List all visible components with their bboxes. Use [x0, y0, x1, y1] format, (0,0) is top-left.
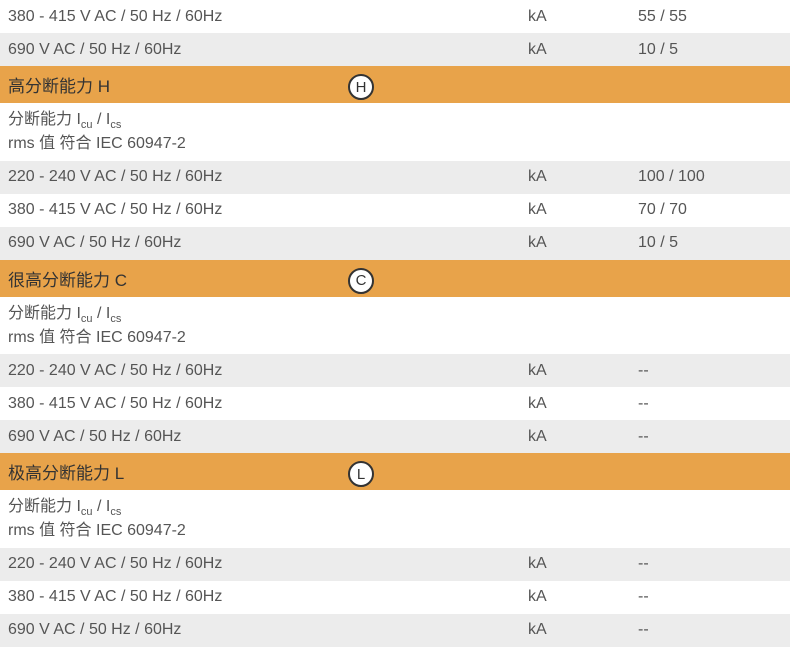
section-header: 极高分断能力 LL	[0, 453, 790, 490]
row-unit: kA	[528, 555, 638, 573]
subhead-line1: 分断能力 Icu / Ics	[8, 303, 782, 327]
table-row: 690 V AC / 50 Hz / 60HzkA10 / 5	[0, 227, 790, 260]
row-label: 380 - 415 V AC / 50 Hz / 60Hz	[8, 8, 528, 26]
row-label: 690 V AC / 50 Hz / 60Hz	[8, 41, 528, 59]
subhead-text: / I	[93, 498, 111, 515]
subhead-text: 分断能力 I	[8, 305, 81, 322]
table-row: 690 V AC / 50 Hz / 60HzkA10 / 5	[0, 33, 790, 66]
section-header: 很高分断能力 CC	[0, 260, 790, 297]
row-unit: kA	[528, 428, 638, 446]
table-row: 220 - 240 V AC / 50 Hz / 60HzkA100 / 100	[0, 161, 790, 194]
row-unit: kA	[528, 395, 638, 413]
section-badge-icon: H	[348, 74, 374, 100]
subhead-text: 分断能力 I	[8, 111, 81, 128]
row-value: --	[638, 621, 782, 639]
subhead-text: / I	[93, 111, 111, 128]
section-subhead: 分断能力 Icu / Icsrms 值 符合 IEC 60947-2	[0, 490, 790, 548]
row-label: 220 - 240 V AC / 50 Hz / 60Hz	[8, 362, 528, 380]
table-row: 690 V AC / 50 Hz / 60HzkA--	[0, 420, 790, 453]
row-label: 690 V AC / 50 Hz / 60Hz	[8, 428, 528, 446]
table-row: 220 - 240 V AC / 50 Hz / 60HzkA--	[0, 354, 790, 387]
row-unit: kA	[528, 8, 638, 26]
table-row: 380 - 415 V AC / 50 Hz / 60HzkA55 / 55	[0, 0, 790, 33]
row-unit: kA	[528, 201, 638, 219]
subhead-line2: rms 值 符合 IEC 60947-2	[8, 133, 782, 155]
row-label: 690 V AC / 50 Hz / 60Hz	[8, 234, 528, 252]
subhead-line1: 分断能力 Icu / Ics	[8, 496, 782, 520]
row-value: --	[638, 395, 782, 413]
subscript: cs	[110, 119, 121, 131]
row-value: 55 / 55	[638, 8, 782, 26]
subscript: cu	[81, 313, 93, 325]
row-unit: kA	[528, 621, 638, 639]
row-label: 690 V AC / 50 Hz / 60Hz	[8, 621, 528, 639]
row-label: 380 - 415 V AC / 50 Hz / 60Hz	[8, 588, 528, 606]
subhead-line2: rms 值 符合 IEC 60947-2	[8, 520, 782, 542]
subscript: cu	[81, 506, 93, 518]
row-value: 10 / 5	[638, 41, 782, 59]
section-title: 很高分断能力 CC	[8, 266, 528, 291]
row-unit: kA	[528, 362, 638, 380]
section-badge-icon: C	[348, 268, 374, 294]
row-value: --	[638, 588, 782, 606]
subscript: cu	[81, 119, 93, 131]
row-value: 100 / 100	[638, 168, 782, 186]
table-row: 380 - 415 V AC / 50 Hz / 60HzkA70 / 70	[0, 194, 790, 227]
section-subhead: 分断能力 Icu / Icsrms 值 符合 IEC 60947-2	[0, 103, 790, 161]
subhead-text: / I	[93, 305, 111, 322]
subhead-line1: 分断能力 Icu / Ics	[8, 109, 782, 133]
table-row: 380 - 415 V AC / 50 Hz / 60HzkA--	[0, 581, 790, 614]
row-unit: kA	[528, 168, 638, 186]
section-badge-icon: L	[348, 461, 374, 487]
subhead-line2: rms 值 符合 IEC 60947-2	[8, 327, 782, 349]
row-unit: kA	[528, 588, 638, 606]
table-row: 220 - 240 V AC / 50 Hz / 60HzkA--	[0, 548, 790, 581]
section-header: 高分断能力 HH	[0, 66, 790, 103]
row-unit: kA	[528, 41, 638, 59]
row-value: --	[638, 362, 782, 380]
table-row: 380 - 415 V AC / 50 Hz / 60HzkA--	[0, 387, 790, 420]
table-row: 690 V AC / 50 Hz / 60HzkA--	[0, 614, 790, 647]
row-label: 380 - 415 V AC / 50 Hz / 60Hz	[8, 201, 528, 219]
section-title: 极高分断能力 LL	[8, 459, 528, 484]
row-value: --	[638, 555, 782, 573]
subscript: cs	[110, 313, 121, 325]
section-title: 高分断能力 HH	[8, 72, 528, 97]
subhead-text: 分断能力 I	[8, 498, 81, 515]
row-value: --	[638, 428, 782, 446]
row-label: 220 - 240 V AC / 50 Hz / 60Hz	[8, 168, 528, 186]
row-unit: kA	[528, 234, 638, 252]
row-value: 70 / 70	[638, 201, 782, 219]
subscript: cs	[110, 506, 121, 518]
row-label: 380 - 415 V AC / 50 Hz / 60Hz	[8, 395, 528, 413]
row-label: 220 - 240 V AC / 50 Hz / 60Hz	[8, 555, 528, 573]
spec-table: 380 - 415 V AC / 50 Hz / 60HzkA55 / 5569…	[0, 0, 790, 647]
row-value: 10 / 5	[638, 234, 782, 252]
section-subhead: 分断能力 Icu / Icsrms 值 符合 IEC 60947-2	[0, 297, 790, 355]
